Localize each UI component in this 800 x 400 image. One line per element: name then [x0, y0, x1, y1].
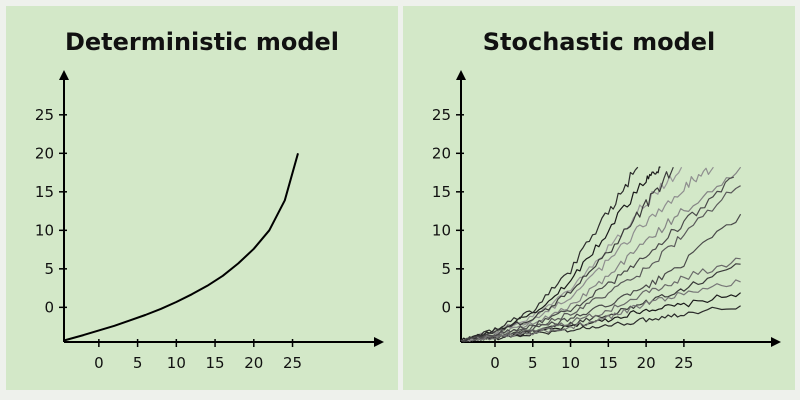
x-axis-arrow: [374, 337, 384, 347]
deterministic-chart-panel: Deterministic model 0 5 10 15 20 25 0 5 10 15 20 25: [6, 6, 398, 390]
x-tick-label: 25: [283, 354, 302, 372]
x-tick-label: 5: [528, 354, 538, 372]
series-line: [460, 279, 741, 342]
x-axis-arrow: [771, 337, 781, 347]
x-tick-label: 15: [599, 354, 618, 372]
x-tick-label: 10: [167, 354, 186, 372]
x-tick-label: 20: [637, 354, 656, 372]
series-line: [460, 213, 742, 342]
x-tick-label: 25: [674, 354, 693, 372]
series-line: [460, 176, 734, 342]
series-line: [460, 166, 661, 341]
x-tick-label: 10: [561, 354, 580, 372]
y-tick-label: 5: [441, 260, 451, 278]
stochastic-chart-plot: 0 5 10 15 20 25 0 5 10 15 20 25: [432, 70, 781, 372]
series-line: [460, 166, 639, 342]
y-tick-label: 20: [35, 144, 54, 162]
x-tick-label: 0: [490, 354, 500, 372]
series-line: [460, 166, 742, 342]
series-line: [460, 257, 741, 342]
series-line: [460, 185, 741, 343]
chart-title: Stochastic model: [482, 28, 716, 56]
x-tick-label: 20: [244, 354, 263, 372]
x-tick-label: 0: [94, 354, 104, 372]
y-tick-label: 10: [432, 221, 451, 239]
series-line: [63, 153, 299, 342]
x-tick-label: 5: [133, 354, 143, 372]
y-tick-label: 0: [44, 298, 54, 316]
chart-title: Deterministic model: [64, 28, 340, 56]
y-tick-label: 15: [35, 183, 54, 201]
y-axis-arrow: [59, 70, 69, 80]
deterministic-chart-plot: 0 5 10 15 20 25 0 5 10 15 20 25: [35, 70, 384, 372]
stochastic-chart-panel: Stochastic model 0 5 10 15 20 25 0 5 10 15 20 25: [403, 6, 795, 390]
y-tick-label: 25: [35, 106, 54, 124]
series-line: [460, 166, 674, 342]
y-tick-label: 15: [432, 183, 451, 201]
y-axis-arrow: [456, 70, 466, 80]
y-tick-label: 0: [441, 298, 451, 316]
y-tick-label: 25: [432, 106, 451, 124]
y-tick-label: 20: [432, 144, 451, 162]
y-tick-label: 5: [44, 260, 54, 278]
y-tick-label: 10: [35, 221, 54, 239]
series-line: [460, 305, 741, 342]
x-tick-label: 15: [206, 354, 225, 372]
